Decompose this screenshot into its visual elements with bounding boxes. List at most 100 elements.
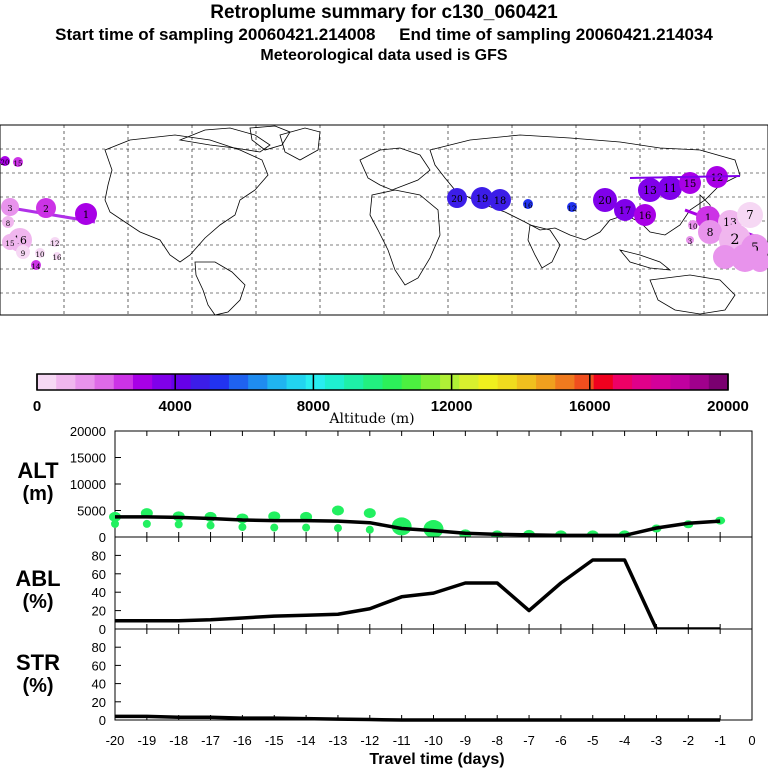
plume-marker — [53, 252, 61, 260]
plume-marker-label: 15 — [684, 179, 697, 190]
plume-marker — [593, 188, 617, 212]
x-tick-label: -13 — [329, 733, 348, 748]
panel-frame-str — [114, 628, 753, 721]
alt-scatter-point — [333, 524, 342, 533]
plume-marker-label: 2 — [43, 205, 49, 215]
colorbar-label: Altitude (m) — [328, 411, 414, 427]
colorbar-swatch — [382, 374, 403, 390]
x-tick-label: -16 — [233, 733, 252, 748]
plume-marker — [698, 220, 722, 244]
alt-scatter-point — [174, 520, 183, 529]
colorbar-swatch — [305, 374, 326, 390]
series-line-str — [115, 714, 721, 722]
plume-marker-label: 19 — [476, 194, 489, 205]
colorbar-swatch — [171, 374, 192, 390]
alt-scatter-point — [142, 519, 151, 528]
plume-marker-label: 10 — [36, 251, 45, 259]
plume-marker-label: 20 — [1, 159, 10, 167]
colorbar-swatch — [440, 374, 460, 390]
x-tick-label: -6 — [555, 733, 567, 748]
colorbar-swatch — [708, 374, 729, 390]
x-tick-label: -18 — [169, 733, 188, 748]
plume-marker-label: 3 — [688, 238, 692, 246]
plume-marker-label: 20 — [598, 194, 612, 207]
y-tick-label: 40 — [92, 677, 106, 692]
x-tick-label: -14 — [297, 733, 316, 748]
colorbar-tick-label: 16000 — [569, 398, 611, 415]
plume-marker-label: 7 — [746, 208, 753, 222]
colorbar-swatch — [37, 374, 57, 390]
x-tick-label: 0 — [748, 733, 755, 748]
x-tick-label: -19 — [137, 733, 156, 748]
x-tick-label: -4 — [619, 733, 631, 748]
y-tick-label: 0 — [99, 622, 106, 637]
colorbar-swatch — [286, 374, 307, 390]
series-line-alt — [115, 515, 721, 538]
plume-marker — [688, 220, 698, 230]
x-tick-label: -5 — [587, 733, 599, 748]
colorbar-tick-label: 20000 — [707, 398, 749, 415]
plume-marker — [16, 245, 30, 259]
colorbar-swatch — [478, 374, 499, 390]
colorbar-swatch — [612, 374, 633, 390]
colorbar-swatch — [689, 374, 710, 390]
colorbar-swatch — [190, 374, 211, 390]
x-tick-label: -1 — [714, 733, 726, 748]
x-tick-label: -7 — [523, 733, 535, 748]
colorbar-swatch — [401, 374, 422, 390]
alt-scatter-point — [391, 517, 412, 536]
map-gridlines — [0, 125, 768, 315]
alt-scatter-point — [363, 508, 376, 519]
plume-marker-label: 3 — [7, 203, 12, 213]
x-tick-label: -12 — [360, 733, 379, 748]
panel-frame-abl — [114, 536, 753, 630]
plume-marker — [50, 237, 60, 247]
y-tick-label: 0 — [99, 713, 106, 728]
plume-marker-label: 16 — [639, 211, 652, 222]
y-tick-label: 40 — [92, 585, 106, 600]
y-tick-label: 10000 — [70, 477, 106, 492]
colorbar-swatch — [324, 374, 345, 390]
colorbar-tick-label: 0 — [33, 398, 41, 415]
plume-marker-label: 18 — [494, 196, 507, 207]
plume-marker — [638, 178, 662, 202]
series-line-abl — [115, 558, 721, 631]
colorbar-tick-label: 12000 — [431, 398, 473, 415]
colorbar-swatch — [113, 374, 134, 390]
plume-marker — [686, 236, 694, 244]
plume-marker — [713, 245, 737, 269]
plume-marker-label: 15 — [14, 160, 23, 168]
plume-marker-label: 14 — [32, 263, 41, 271]
colorbar-swatch — [132, 374, 153, 390]
colorbar-swatch — [516, 374, 537, 390]
colorbar-swatch — [536, 374, 556, 390]
alt-scatter-point — [238, 523, 247, 532]
plume-marker-label: 11 — [663, 182, 677, 195]
plume-marker — [36, 198, 56, 218]
plume-marker — [614, 199, 636, 221]
plume-marker-label: 16 — [524, 202, 533, 210]
alt-scatter-point — [365, 525, 374, 534]
alt-scatter-point — [270, 523, 279, 532]
plume-marker — [447, 188, 467, 208]
colorbar-swatch — [593, 374, 614, 390]
y-tick-label: 20 — [92, 604, 106, 619]
y-tick-label: 20 — [92, 695, 106, 710]
colorbar-swatch — [56, 374, 76, 390]
plume-track — [629, 175, 741, 179]
x-tick-label: -10 — [424, 733, 443, 748]
plume-marker-label: 9 — [21, 250, 25, 258]
colorbar-swatch — [363, 374, 383, 390]
end-time-label: End time of sampling 20060421.214034 — [399, 25, 713, 44]
y-tick-label: 80 — [92, 640, 106, 655]
abl-panel-label: ABL — [15, 566, 60, 591]
plume-marker — [2, 216, 14, 228]
str-panel-label: STR — [16, 650, 60, 675]
met-data-label: Meteorological data used is GFS — [260, 47, 508, 64]
plume-marker-label: 15 — [5, 239, 15, 248]
colorbar-swatch — [497, 374, 518, 390]
plume-marker-label: 13 — [643, 184, 657, 197]
